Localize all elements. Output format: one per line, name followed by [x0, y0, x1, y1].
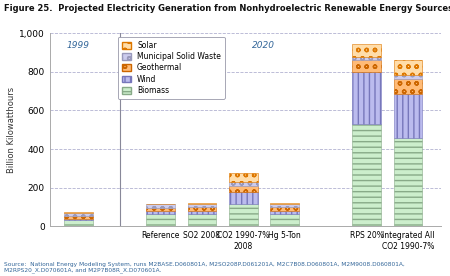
Bar — [352, 44, 381, 57]
Bar — [352, 57, 381, 60]
Bar — [146, 208, 175, 211]
Bar — [229, 173, 257, 182]
Bar — [229, 192, 257, 204]
Bar — [188, 204, 216, 207]
Text: Figure 25.  Projected Electricity Generation from Nonhydroelectric Renewable Ene: Figure 25. Projected Electricity Generat… — [4, 4, 450, 13]
Bar — [64, 216, 93, 219]
Bar — [270, 203, 299, 207]
Bar — [188, 203, 216, 204]
Text: Source:  National Energy Modeling System, runs M2BASE.D060801A, M2SO208P.D061201: Source: National Energy Modeling System,… — [4, 262, 405, 273]
Y-axis label: Billion Kilowatthours: Billion Kilowatthours — [7, 87, 16, 173]
Bar — [146, 203, 175, 205]
Bar — [64, 220, 93, 226]
Bar — [394, 79, 423, 94]
Bar — [394, 60, 423, 75]
Bar — [270, 214, 299, 226]
Bar — [229, 182, 257, 186]
Bar — [188, 207, 216, 211]
Text: 2020: 2020 — [252, 41, 275, 50]
Text: 1999: 1999 — [67, 41, 90, 50]
Bar — [146, 205, 175, 208]
Legend: Solar, Municipal Solid Waste, Geothermal, Wind, Biomass: Solar, Municipal Solid Waste, Geothermal… — [118, 37, 225, 99]
Bar — [352, 124, 381, 226]
Bar — [270, 211, 299, 214]
Bar — [394, 94, 423, 139]
Bar — [64, 219, 93, 220]
Bar — [188, 211, 216, 214]
Bar — [229, 204, 257, 226]
Bar — [352, 72, 381, 124]
Bar — [394, 75, 423, 79]
Bar — [146, 214, 175, 226]
Bar — [146, 211, 175, 214]
Bar — [229, 186, 257, 192]
Bar — [188, 214, 216, 226]
Bar — [270, 207, 299, 211]
Bar — [64, 213, 93, 216]
Bar — [352, 60, 381, 72]
Bar — [394, 139, 423, 226]
